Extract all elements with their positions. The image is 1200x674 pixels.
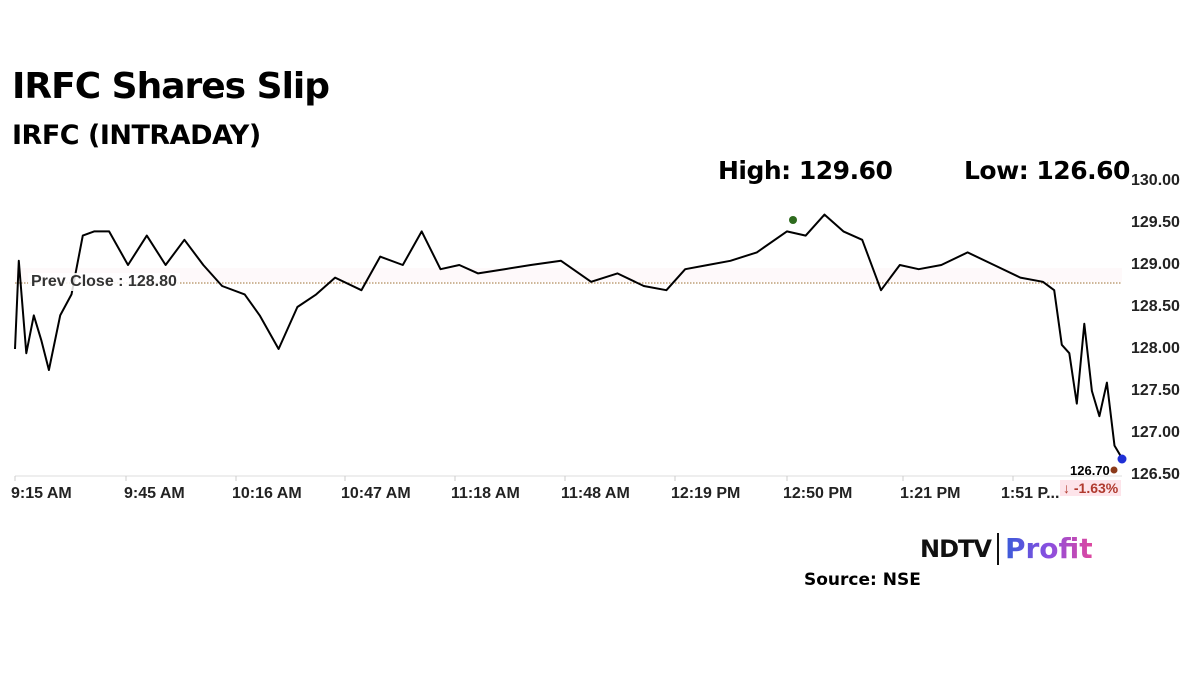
low-value-label: Low: 126.60: [964, 156, 1130, 185]
y-tick: 128.50: [1131, 298, 1180, 315]
low-marker: [1117, 454, 1127, 464]
logo-profit-text: Profit: [1004, 532, 1093, 565]
y-tick: 128.00: [1131, 340, 1180, 357]
ndtv-profit-logo: NDTV Profit: [920, 532, 1093, 565]
x-tick: 1:51 P...: [1001, 485, 1060, 502]
last-price-label: 126.70: [1070, 463, 1110, 478]
chart-subtitle: IRFC (INTRADAY): [12, 120, 261, 151]
source-label: Source: NSE: [804, 570, 921, 590]
x-tick-marks: [14, 476, 1014, 481]
chart-title: IRFC Shares Slip: [12, 66, 330, 107]
x-tick: 1:21 PM: [900, 485, 961, 502]
last-price-marker: [1110, 466, 1118, 474]
logo-ndtv-text: NDTV: [920, 534, 992, 563]
price-line: [14, 213, 1123, 459]
last-change-badge: ↓ -1.63%: [1060, 480, 1122, 496]
high-marker: [789, 216, 797, 224]
y-tick: 127.00: [1131, 424, 1180, 441]
logo-divider: [996, 532, 999, 565]
x-tick: 11:48 AM: [561, 485, 630, 502]
x-tick: 11:18 AM: [451, 485, 520, 502]
x-tick: 9:45 AM: [124, 485, 185, 502]
y-tick: 127.50: [1131, 382, 1180, 399]
x-tick: 9:15 AM: [11, 485, 72, 502]
x-tick: 10:47 AM: [341, 485, 411, 502]
y-tick: 129.50: [1131, 214, 1180, 231]
x-tick: 10:16 AM: [232, 485, 302, 502]
x-tick: 12:19 PM: [671, 485, 741, 502]
prev-close-label: Prev Close : 128.80: [28, 273, 180, 291]
y-tick: 129.00: [1131, 256, 1180, 273]
y-tick: 126.50: [1131, 466, 1180, 483]
x-tick: 12:50 PM: [783, 485, 853, 502]
y-tick: 130.00: [1131, 172, 1180, 189]
high-value-label: High: 129.60: [718, 156, 893, 185]
